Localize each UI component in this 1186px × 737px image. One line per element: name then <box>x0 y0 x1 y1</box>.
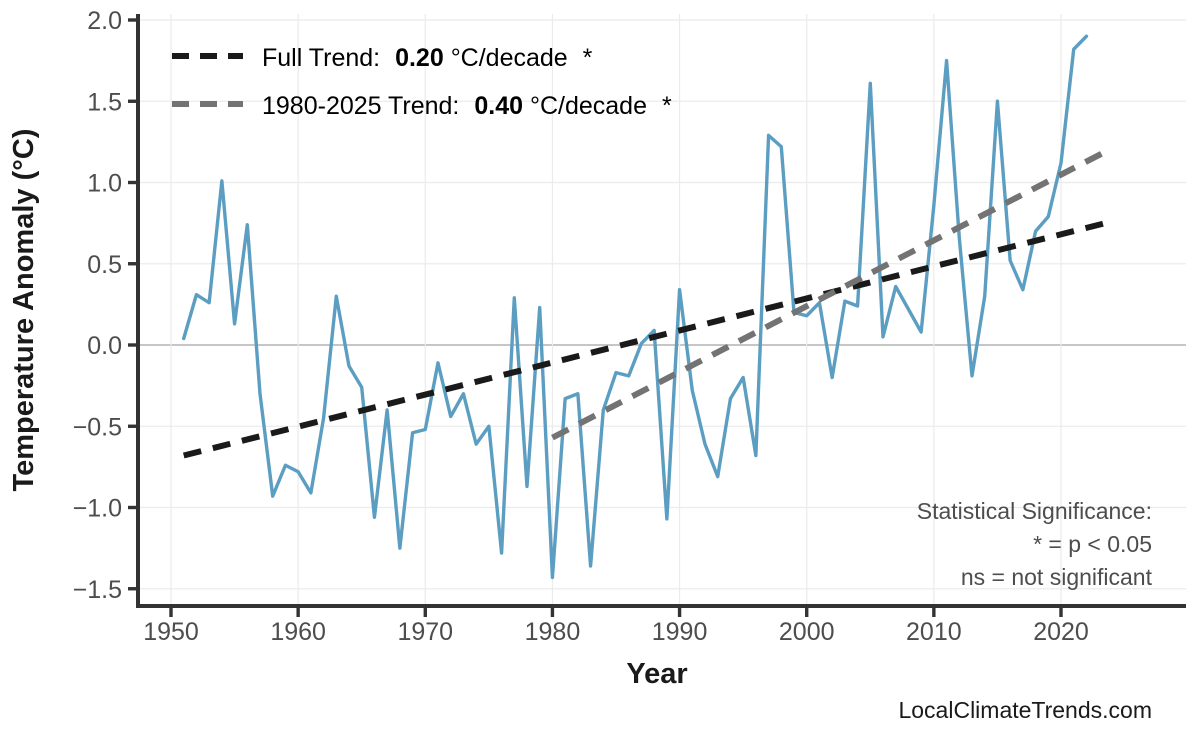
y-tick-label: 1.0 <box>87 170 122 198</box>
legend-star-recent-trend: * <box>662 92 672 120</box>
x-tick-label: 1980 <box>525 618 581 646</box>
annotation-line-2: * = p < 0.05 <box>1033 531 1152 557</box>
y-tick-labels: 2.0 1.5 1.0 0.5 0.0 −0.5 −1.0 −1.5 <box>73 7 138 604</box>
legend-value-full-trend: 0.20 <box>395 44 444 72</box>
y-tick-label: −0.5 <box>73 413 122 441</box>
y-tick-label: −1.0 <box>73 495 122 523</box>
legend-unit-recent-trend: °C/decade <box>530 92 647 120</box>
legend-prefix-full-trend: Full Trend: <box>262 44 380 72</box>
legend-label-full-trend: Full Trend: 0.20 °C/decade * <box>262 44 593 72</box>
y-tick-label: 0.5 <box>87 251 122 279</box>
trendline-full <box>182 218 1113 459</box>
legend-prefix-recent-trend: 1980-2025 Trend: <box>262 92 459 120</box>
y-tick-label: 2.0 <box>87 7 122 35</box>
x-tick-label: 1990 <box>652 618 708 646</box>
gridlines <box>138 14 1186 606</box>
x-tick-label: 2000 <box>779 618 835 646</box>
data-series-layer <box>182 34 1089 580</box>
legend: Full Trend: 0.20 °C/decade * 1980-2025 T… <box>172 44 672 120</box>
y-tick-label: 1.5 <box>87 88 122 116</box>
significance-annotation: Statistical Significance: * = p < 0.05 n… <box>917 498 1153 590</box>
trendline-layer <box>182 145 1114 459</box>
y-tick-label: −1.5 <box>73 576 122 604</box>
legend-unit-full-trend: °C/decade <box>451 44 568 72</box>
x-tick-labels: 1950 1960 1970 1980 1990 2000 2010 2020 <box>143 606 1089 646</box>
x-tick-label: 1970 <box>397 618 453 646</box>
y-axis-title: Temperature Anomaly (°C) <box>8 129 40 492</box>
annotation-line-1: Statistical Significance: <box>917 498 1152 524</box>
anomaly-line <box>182 34 1089 580</box>
y-tick-label: 0.0 <box>87 332 122 360</box>
x-tick-label: 1960 <box>270 618 326 646</box>
x-tick-label: 2020 <box>1033 618 1089 646</box>
trendline-recent <box>551 145 1114 441</box>
annotation-line-3: ns = not significant <box>961 564 1153 590</box>
x-tick-label: 2010 <box>906 618 962 646</box>
legend-value-recent-trend: 0.40 <box>474 92 523 120</box>
x-axis-title: Year <box>626 658 687 690</box>
x-tick-label: 1950 <box>143 618 199 646</box>
watermark: LocalClimateTrends.com <box>898 697 1152 723</box>
legend-star-full-trend: * <box>583 44 593 72</box>
legend-label-recent-trend: 1980-2025 Trend: 0.40 °C/decade * <box>262 92 672 120</box>
